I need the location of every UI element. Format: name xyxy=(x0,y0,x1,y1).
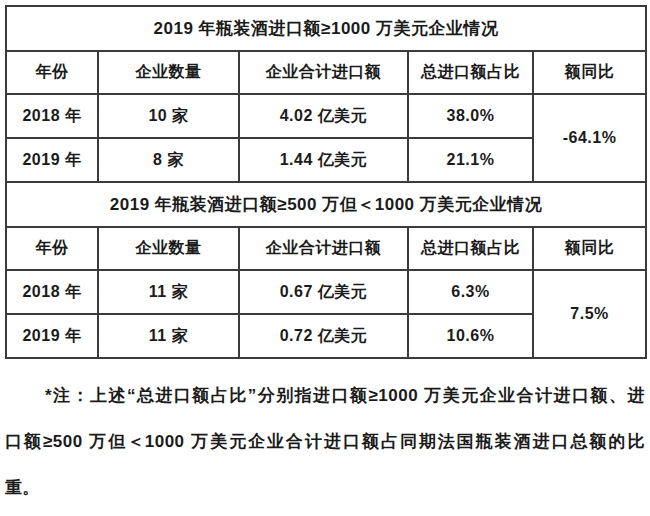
table1-2019-year: 2019 年 xyxy=(6,138,98,182)
table1-header-total-import: 企业合计进口额 xyxy=(239,51,408,94)
table1-2018-company-count: 10 家 xyxy=(98,94,239,138)
table2-2019-total-import: 0.72 亿美元 xyxy=(239,314,408,358)
table1-2018-year: 2018 年 xyxy=(6,94,98,138)
table2-title: 2019 年瓶装酒进口额≥500 万但＜1000 万美元企业情况 xyxy=(6,182,646,227)
footnote-line-2: 口额≥500 万但＜1000 万美元企业合计进口额占同期法国瓶装酒进口总额的比 xyxy=(5,419,645,465)
table1-2018-total-import: 4.02 亿美元 xyxy=(239,94,408,138)
table1-2019-company-count: 8 家 xyxy=(98,138,239,182)
table2-header-year: 年份 xyxy=(6,227,98,270)
table1-header-share: 总进口额占比 xyxy=(408,51,533,94)
table2-2018-share: 6.3% xyxy=(408,270,533,314)
table1-2019-total-import: 1.44 亿美元 xyxy=(239,138,408,182)
table2-row-2018: 2018 年 11 家 0.67 亿美元 6.3% 7.5% xyxy=(6,270,646,314)
table2-2018-total-import: 0.67 亿美元 xyxy=(239,270,408,314)
import-enterprise-table: 2019 年瓶装酒进口额≥1000 万美元企业情况 年份 企业数量 企业合计进口… xyxy=(5,5,647,359)
table1-title: 2019 年瓶装酒进口额≥1000 万美元企业情况 xyxy=(6,6,646,51)
table2-header-share: 总进口额占比 xyxy=(408,227,533,270)
table2-2019-year: 2019 年 xyxy=(6,314,98,358)
footnote: *注：上述“总进口额占比”分别指进口额≥1000 万美元企业合计进口额、进 口额… xyxy=(5,373,645,511)
table2-2019-company-count: 11 家 xyxy=(98,314,239,358)
table1-header-year: 年份 xyxy=(6,51,98,94)
document: 2019 年瓶装酒进口额≥1000 万美元企业情况 年份 企业数量 企业合计进口… xyxy=(0,5,650,516)
footnote-line-3: 重。 xyxy=(5,465,645,511)
table2-2018-year: 2018 年 xyxy=(6,270,98,314)
table1-2018-share: 38.0% xyxy=(408,94,533,138)
table2-header-total-import: 企业合计进口额 xyxy=(239,227,408,270)
table2-header-yoy: 额同比 xyxy=(533,227,646,270)
table2-2018-company-count: 11 家 xyxy=(98,270,239,314)
table2-yoy-merged-cell: 7.5% xyxy=(533,270,646,358)
footnote-line-1: *注：上述“总进口额占比”分别指进口额≥1000 万美元企业合计进口额、进 xyxy=(5,373,645,419)
table1-2019-share: 21.1% xyxy=(408,138,533,182)
table2-2019-share: 10.6% xyxy=(408,314,533,358)
table1-header-yoy: 额同比 xyxy=(533,51,646,94)
table1-row-2018: 2018 年 10 家 4.02 亿美元 38.0% -64.1% xyxy=(6,94,646,138)
table1-header-company-count: 企业数量 xyxy=(98,51,239,94)
table2-header-company-count: 企业数量 xyxy=(98,227,239,270)
table1-yoy-merged-cell: -64.1% xyxy=(533,94,646,182)
